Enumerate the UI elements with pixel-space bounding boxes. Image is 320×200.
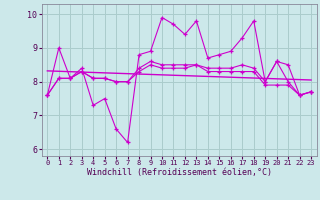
X-axis label: Windchill (Refroidissement éolien,°C): Windchill (Refroidissement éolien,°C) [87,168,272,177]
